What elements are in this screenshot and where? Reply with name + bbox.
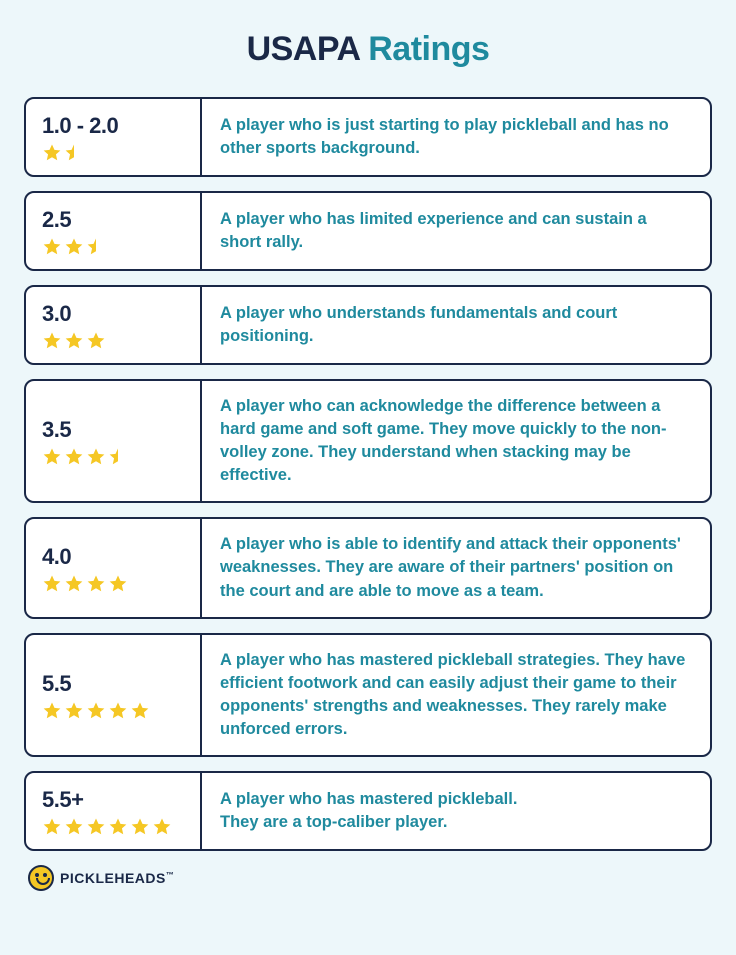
rating-row: 5.5+ A player who has mastered picklebal… [24, 771, 712, 851]
rating-left-cell: 5.5 [26, 635, 202, 755]
star-icon [64, 817, 84, 837]
star-icon [86, 447, 106, 467]
rating-row: 2.5 A player who has limited experience … [24, 191, 712, 271]
star-icon [152, 817, 172, 837]
rating-label: 5.5 [42, 671, 186, 697]
rating-label: 5.5+ [42, 787, 186, 813]
star-group [42, 331, 186, 351]
star-icon [86, 817, 106, 837]
star-icon [64, 447, 84, 467]
star-icon [108, 701, 128, 721]
rating-label: 4.0 [42, 544, 186, 570]
footer-brand: PICKLEHEADS™ [28, 865, 712, 891]
rating-label: 1.0 - 2.0 [42, 113, 186, 139]
star-icon [42, 701, 62, 721]
star-icon [42, 817, 62, 837]
star-icon [42, 574, 62, 594]
star-icon [42, 447, 62, 467]
star-icon [130, 701, 150, 721]
star-icon [64, 237, 84, 257]
rating-description: A player who understands fundamentals an… [202, 287, 710, 363]
star-group [42, 574, 186, 594]
title-part1: USAPA [247, 30, 360, 68]
star-icon [64, 574, 84, 594]
half-star-icon [86, 237, 106, 257]
rating-row: 4.0 A player who is able to identify and… [24, 517, 712, 618]
half-star-icon [64, 143, 84, 163]
rating-row: 3.0 A player who understands fundamental… [24, 285, 712, 365]
brand-name: PICKLEHEADS™ [60, 870, 174, 886]
star-group [42, 701, 186, 721]
rating-row: 1.0 - 2.0 A player who is just starting … [24, 97, 712, 177]
rating-row: 3.5 A player who can acknowledge the dif… [24, 379, 712, 503]
rating-label: 3.0 [42, 301, 186, 327]
half-star-icon [108, 447, 128, 467]
rating-label: 2.5 [42, 207, 186, 233]
rating-description: A player who can acknowledge the differe… [202, 381, 710, 501]
rating-left-cell: 4.0 [26, 519, 202, 616]
rating-left-cell: 3.0 [26, 287, 202, 363]
star-icon [86, 331, 106, 351]
star-icon [64, 331, 84, 351]
star-icon [108, 574, 128, 594]
star-icon [42, 331, 62, 351]
rating-left-cell: 3.5 [26, 381, 202, 501]
rating-label: 3.5 [42, 417, 186, 443]
star-group [42, 237, 186, 257]
star-icon [64, 701, 84, 721]
ratings-table: 1.0 - 2.0 A player who is just starting … [24, 97, 712, 851]
star-group [42, 447, 186, 467]
rating-description: A player who has mastered pickleball str… [202, 635, 710, 755]
rating-description: A player who has limited experience and … [202, 193, 710, 269]
rating-row: 5.5 A player who has mastered pickleball… [24, 633, 712, 757]
star-group [42, 143, 186, 163]
rating-description: A player who has mastered pickleball.The… [202, 773, 535, 849]
rating-description: A player who is just starting to play pi… [202, 99, 710, 175]
rating-left-cell: 1.0 - 2.0 [26, 99, 202, 175]
page-title: USAPA Ratings [24, 30, 712, 69]
star-icon [108, 817, 128, 837]
rating-left-cell: 5.5+ [26, 773, 202, 849]
star-group [42, 817, 186, 837]
rating-description: A player who is able to identify and att… [202, 519, 710, 616]
star-icon [42, 237, 62, 257]
pickleheads-logo-icon [28, 865, 54, 891]
star-icon [130, 817, 150, 837]
star-icon [86, 701, 106, 721]
title-part2: Ratings [368, 30, 489, 68]
rating-left-cell: 2.5 [26, 193, 202, 269]
star-icon [86, 574, 106, 594]
star-icon [42, 143, 62, 163]
